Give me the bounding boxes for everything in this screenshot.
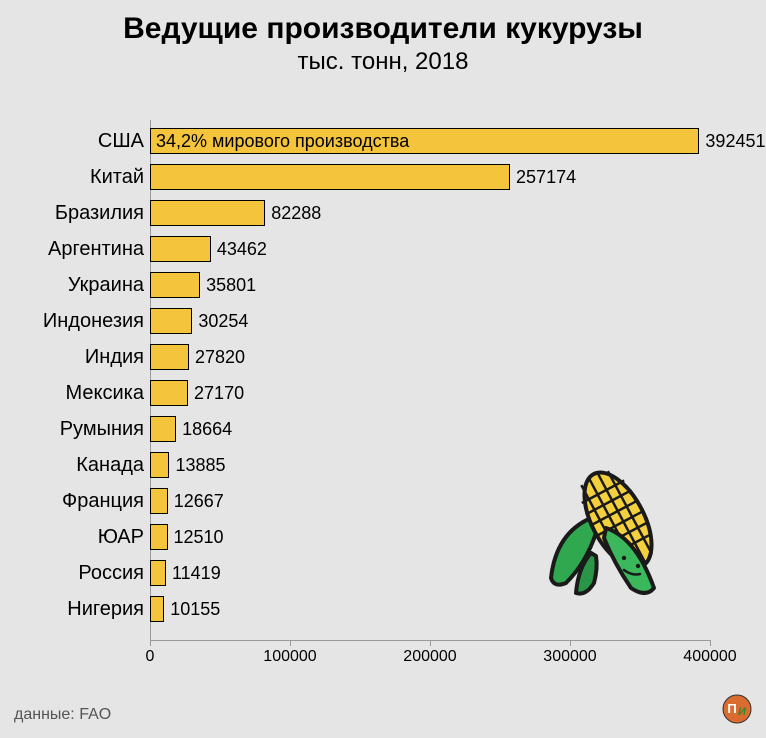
value-label: 27820 xyxy=(195,347,245,368)
country-label: Бразилия xyxy=(55,202,144,225)
value-label: 13885 xyxy=(175,455,225,476)
country-label: США xyxy=(98,130,144,153)
value-label: 30254 xyxy=(198,311,248,332)
country-label: Россия xyxy=(78,562,144,585)
country-label: Франция xyxy=(62,490,144,513)
x-tick-label: 200000 xyxy=(403,648,456,666)
bar xyxy=(150,236,211,262)
value-label: 43462 xyxy=(217,239,267,260)
corn-icon xyxy=(536,458,686,608)
country-label: Индонезия xyxy=(43,310,144,333)
x-tick-label: 100000 xyxy=(263,648,316,666)
country-label: Мексика xyxy=(66,382,144,405)
chart-subtitle: тыс. тонн, 2018 xyxy=(0,48,766,76)
x-tick-label: 0 xyxy=(146,648,155,666)
value-label: 82288 xyxy=(271,203,321,224)
value-label: 12510 xyxy=(174,527,224,548)
value-label: 18664 xyxy=(182,419,232,440)
x-tick xyxy=(430,640,431,646)
country-label: Нигерия xyxy=(67,598,144,621)
bar-annotation: 34,2% мирового производства xyxy=(156,131,409,152)
x-tick xyxy=(290,640,291,646)
bar xyxy=(150,416,176,442)
x-tick-label: 400000 xyxy=(683,648,736,666)
bar xyxy=(150,272,200,298)
x-tick xyxy=(150,640,151,646)
value-label: 11419 xyxy=(172,563,221,584)
bar xyxy=(150,596,164,622)
country-label: Украина xyxy=(68,274,144,297)
value-label: 392451 xyxy=(705,131,765,152)
svg-text:И: И xyxy=(738,706,747,718)
country-label: Индия xyxy=(85,346,144,369)
bar xyxy=(150,308,192,334)
bar xyxy=(150,524,168,550)
country-label: Канада xyxy=(76,454,144,477)
x-tick xyxy=(570,640,571,646)
value-label: 27170 xyxy=(194,383,244,404)
x-tick xyxy=(710,640,711,646)
bar xyxy=(150,488,168,514)
chart-title: Ведущие производители кукурузы xyxy=(0,0,766,46)
source-logo: П И xyxy=(722,694,752,724)
bar xyxy=(150,344,189,370)
value-label: 10155 xyxy=(170,599,220,620)
bar xyxy=(150,452,169,478)
x-tick-label: 300000 xyxy=(543,648,596,666)
value-label: 12667 xyxy=(174,491,224,512)
bar xyxy=(150,380,188,406)
svg-text:П: П xyxy=(727,701,736,716)
value-label: 257174 xyxy=(516,167,576,188)
data-source: данные: FAO xyxy=(14,706,111,724)
country-label: Аргентина xyxy=(48,238,144,261)
country-label: Китай xyxy=(90,166,144,189)
bar xyxy=(150,200,265,226)
country-label: Румыния xyxy=(60,418,144,441)
country-label: ЮАР xyxy=(98,526,144,549)
bar xyxy=(150,560,166,586)
value-label: 35801 xyxy=(206,275,256,296)
bar xyxy=(150,164,510,190)
